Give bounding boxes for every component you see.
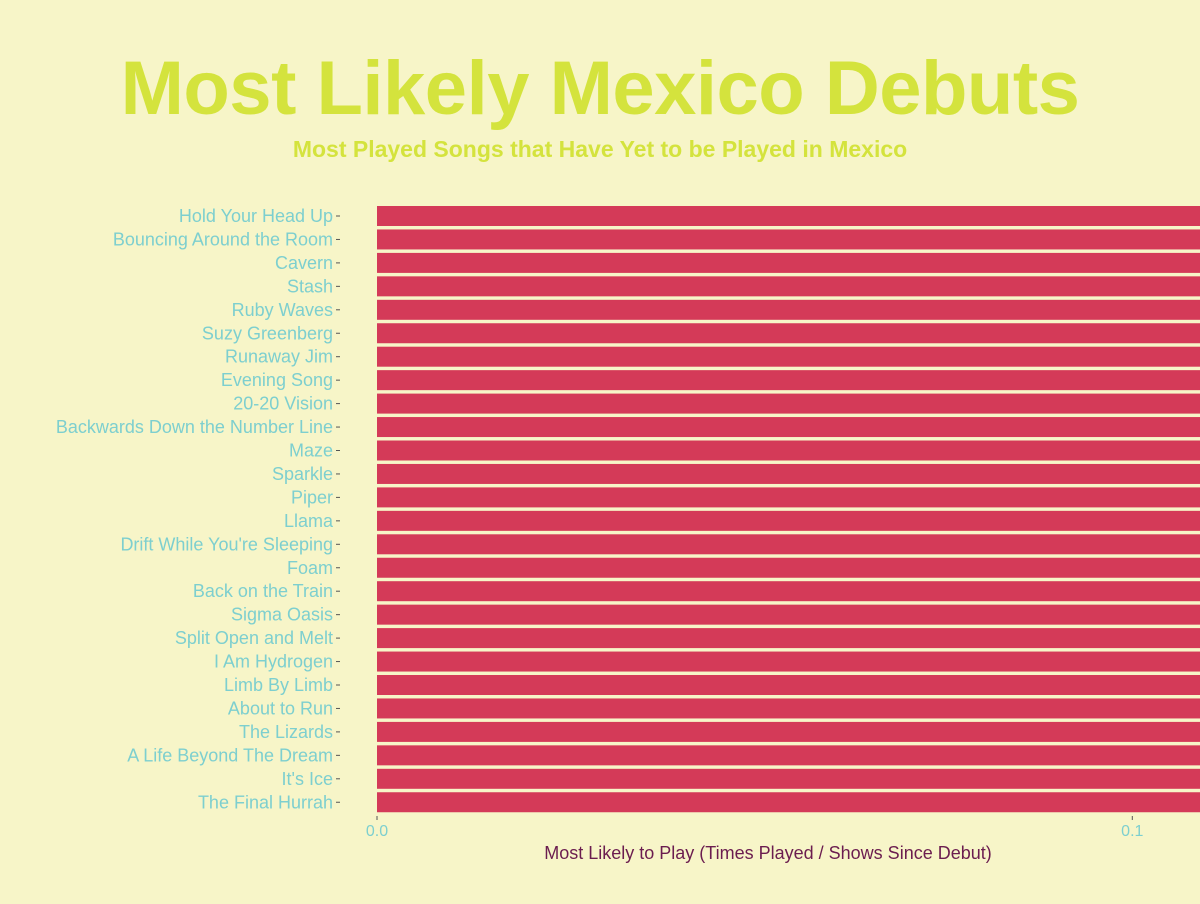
y-tick-label: Hold Your Head Up [179, 206, 333, 226]
y-tick-label: Evening Song [221, 370, 333, 390]
x-tick-labels: 0.00.10.20.3 [366, 816, 1144, 840]
y-tick-label: Bouncing Around the Room [113, 229, 333, 249]
y-tick-label: About to Run [228, 698, 333, 718]
bar [377, 721, 1200, 742]
bar [377, 206, 1200, 226]
y-tick-label: Limb By Limb [224, 675, 333, 695]
y-tick-label: The Final Hurrah [198, 792, 333, 812]
bar [377, 628, 1200, 649]
bar [377, 768, 1200, 789]
bar [377, 276, 1200, 297]
bar [377, 299, 1200, 320]
bar [377, 487, 1200, 508]
y-tick-label: Piper [291, 487, 333, 507]
bar [377, 745, 1200, 766]
y-tick-labels: Hold Your Head Up Bouncing Around the Roo… [56, 206, 340, 812]
bar [377, 557, 1200, 578]
bar [377, 463, 1200, 484]
bar [377, 252, 1200, 273]
bar [377, 604, 1200, 625]
bar [377, 417, 1200, 438]
bar [377, 651, 1200, 672]
bar [377, 510, 1200, 531]
bar [377, 393, 1200, 414]
y-tick-label: Backwards Down the Number Line [56, 417, 333, 437]
bar [377, 792, 1200, 813]
y-tick-label: Drift While You're Sleeping [120, 534, 333, 554]
bars-group [377, 206, 1200, 813]
bar [377, 323, 1200, 344]
bar [377, 698, 1200, 719]
x-axis-title: Most Likely to Play (Times Played / Show… [544, 843, 992, 863]
bar [377, 440, 1200, 461]
y-tick-label: The Lizards [239, 722, 333, 742]
y-tick-label: Foam [287, 558, 333, 578]
y-tick-label: Split Open and Melt [175, 628, 333, 648]
chart-subtitle: Most Played Songs that Have Yet to be Pl… [292, 136, 908, 162]
y-tick-label: Runaway Jim [225, 347, 333, 367]
y-tick-label: A Life Beyond The Dream [127, 745, 333, 765]
y-tick-label: It's Ice [282, 769, 333, 789]
y-tick-label: I Am Hydrogen [214, 652, 333, 672]
y-tick-label: Back on the Train [193, 581, 333, 601]
x-tick-label: 0.1 [1121, 823, 1143, 840]
bar [377, 229, 1200, 250]
y-tick-label: Llama [284, 511, 334, 531]
y-tick-label: 20-20 Vision [233, 394, 333, 414]
bar [377, 675, 1200, 695]
y-tick-label: Sigma Oasis [231, 605, 333, 625]
bar [377, 534, 1200, 555]
bar [377, 581, 1200, 602]
x-tick-label: 0.0 [366, 823, 388, 840]
y-tick-label: Ruby Waves [232, 300, 333, 320]
y-tick-label: Suzy Greenberg [202, 323, 333, 343]
bar [377, 346, 1200, 367]
y-tick-label: Sparkle [272, 464, 333, 484]
y-tick-label: Maze [289, 441, 333, 461]
chart-title: Most Likely Mexico Debuts [120, 46, 1080, 131]
y-tick-label: Stash [287, 276, 333, 296]
bar [377, 370, 1200, 391]
y-tick-label: Cavern [275, 253, 333, 273]
